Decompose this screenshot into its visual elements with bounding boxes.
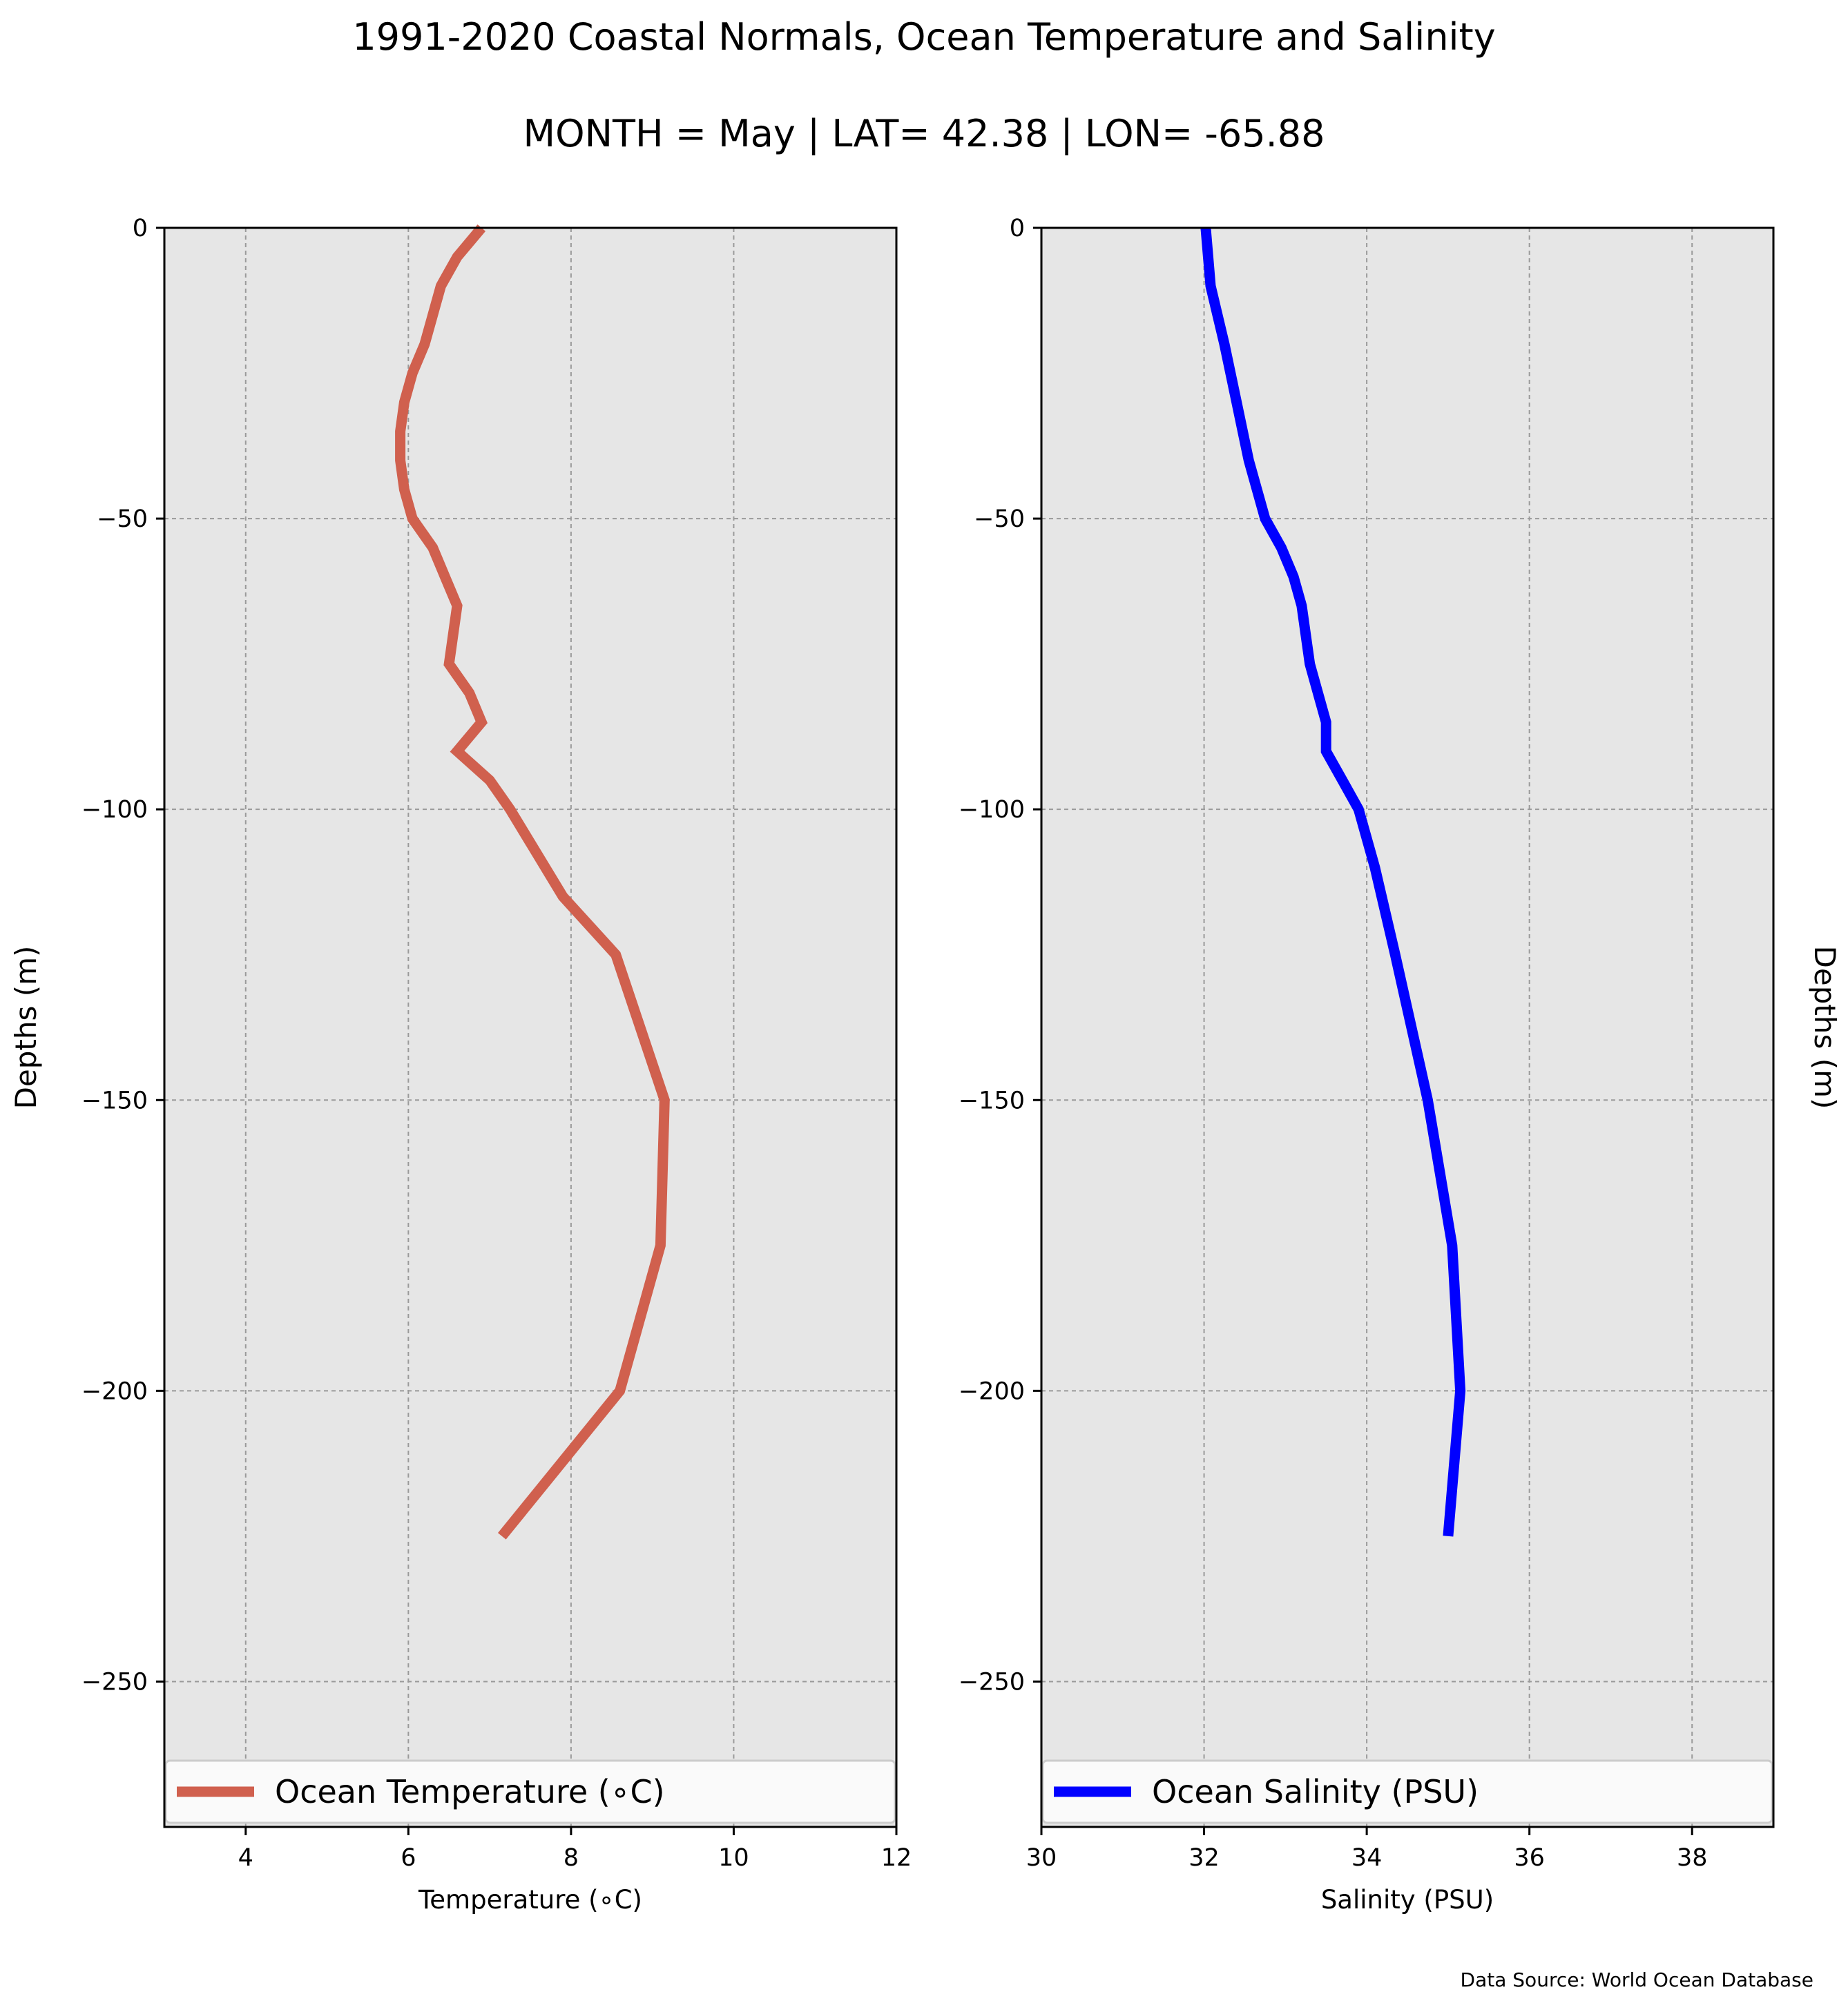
x-tick-label: 8 [564,1844,579,1872]
data-line [1200,227,1466,1537]
x-tick-label: 30 [1026,1844,1057,1872]
legend-box [1041,1759,1773,1824]
data-source-note: Data Source: World Ocean Database [1461,1968,1813,1991]
y-tick-label: −200 [959,1377,1025,1405]
y-tick-label: −150 [81,1087,148,1114]
temperature-panel: Ocean Temperature (∘C) 4 6 8 10 12 0 −50 −100 −15… [9,215,912,1915]
legend-label: Ocean Salinity (PSU) [1152,1773,1479,1810]
salinity-panel: Ocean Salinity (PSU) 30 32 34 36 38 0 −50 −100 −1… [959,215,1842,1915]
y-tick-label: −50 [97,505,148,533]
y-tick-label: −150 [959,1087,1025,1114]
y-axis-label: Depths (m) [9,946,43,1110]
y-axis-label: Depths (m) [1808,946,1842,1110]
x-tick-label: 10 [718,1844,749,1872]
x-tick-label: 6 [401,1844,416,1872]
y-tick-label: −100 [959,796,1025,824]
y-tick-label: −250 [959,1668,1025,1696]
x-tick-label: 34 [1351,1844,1383,1872]
y-tick-label: −200 [81,1377,148,1405]
plot-area [164,228,896,1827]
y-tick-label: −250 [81,1668,148,1696]
chart-title: 1991-2020 Coastal Normals, Ocean Tempera… [352,15,1495,59]
legend-box [164,1759,896,1824]
y-tick-label: −50 [974,505,1025,533]
data-line [395,224,670,1540]
x-tick-label: 38 [1677,1844,1708,1872]
axes-frame [163,226,898,1828]
x-tick-label: 12 [881,1844,912,1872]
x-tick-label: 32 [1188,1844,1220,1872]
x-axis-label: Temperature (∘C) [418,1885,642,1915]
x-axis-label: Salinity (PSU) [1321,1885,1494,1915]
y-tick-label: −100 [81,796,148,824]
x-tick-label: 4 [238,1844,253,1872]
chart-subtitle: MONTH = May | LAT= 42.38 | LON= -65.88 [523,112,1325,155]
y-tick-label: 0 [133,215,148,242]
legend-label: Ocean Temperature (∘C) [275,1773,665,1810]
axes-frame [1040,226,1775,1828]
y-tick-label: 0 [1010,215,1025,242]
x-tick-label: 36 [1514,1844,1545,1872]
